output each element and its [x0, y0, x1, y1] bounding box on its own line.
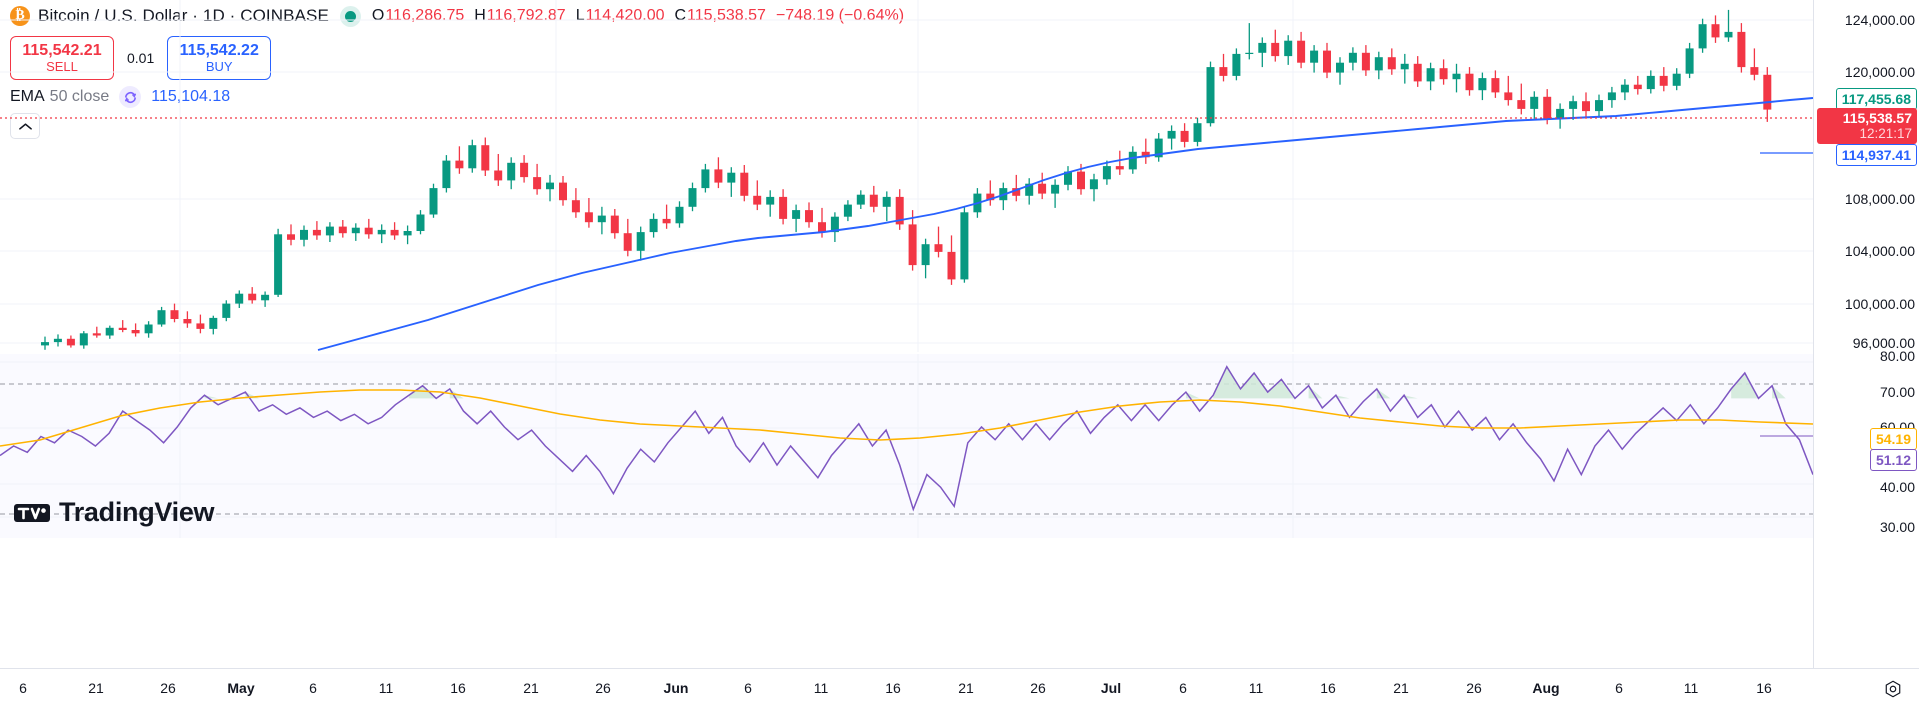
chevron-up-icon: [18, 122, 32, 130]
time-tick: 21: [958, 680, 974, 696]
tradingview-watermark: TradingView: [14, 497, 215, 528]
buy-label: BUY: [205, 58, 233, 74]
time-tick: May: [227, 680, 255, 696]
price-tick: 96,000.00: [1852, 335, 1915, 351]
bitcoin-icon: ₿: [10, 6, 30, 26]
time-tick: 6: [1615, 680, 1623, 696]
buy-price: 115,542.22: [179, 41, 259, 59]
time-tick: 21: [1393, 680, 1409, 696]
ema-name: EMA: [10, 88, 45, 105]
time-tick: 11: [1248, 680, 1264, 696]
market-open-dot: [344, 10, 356, 22]
buy-button[interactable]: 115,542.22 BUY: [167, 36, 272, 80]
time-tick: 26: [1466, 680, 1482, 696]
time-tick: 11: [813, 680, 829, 696]
refresh-icon[interactable]: [119, 86, 142, 108]
price-tick: 100,000.00: [1844, 296, 1915, 312]
ohlc-high-label: H: [474, 7, 486, 24]
time-tick: 21: [88, 680, 104, 696]
rsi-chart-pane[interactable]: [0, 354, 1813, 538]
time-tick: 16: [450, 680, 466, 696]
time-tick: 21: [523, 680, 539, 696]
tradingview-logo: [14, 503, 50, 522]
rsi-value-tag: 51.12: [1869, 449, 1917, 472]
ema-indicator-legend[interactable]: EMA 50 close 115,104.18: [10, 86, 230, 108]
sell-price: 115,542.21: [22, 41, 102, 59]
sell-label: SELL: [46, 58, 78, 74]
time-axis[interactable]: 6 21 26 May 6 11 16 21 26 Jun 6 11 16 21 26 Jul 6 11 16 21 2…: [0, 668, 1919, 707]
time-tick: 26: [160, 680, 176, 696]
time-tick: 26: [595, 680, 611, 696]
time-tick: 16: [1320, 680, 1336, 696]
chart-lower-blank-area: [0, 538, 1813, 668]
collapse-pane-button[interactable]: [10, 113, 40, 139]
time-tick: Jul: [1100, 680, 1122, 696]
ohlc-low-label: L: [575, 7, 585, 24]
time-tick: 6: [1179, 680, 1187, 696]
time-tick: 26: [1030, 680, 1046, 696]
ohlc-close-label: C: [674, 7, 687, 24]
ema-price-tag: 117,455.68: [1835, 88, 1917, 111]
order-quantity[interactable]: 0.01: [127, 50, 155, 66]
price-chart-pane[interactable]: [0, 0, 1813, 352]
last-price-tag[interactable]: 115,538.57 12:21:17: [1817, 108, 1917, 144]
ema-value: 115,104.18: [151, 88, 231, 105]
price-tick: 120,000.00: [1844, 64, 1915, 80]
time-tick: 6: [19, 680, 27, 696]
time-tick: 16: [885, 680, 901, 696]
ema-params: 50 close: [49, 88, 110, 105]
time-tick: 16: [1756, 680, 1772, 696]
time-tick: 11: [1683, 680, 1699, 696]
rsi-tick: 70.00: [1879, 384, 1915, 400]
rsi-ma-tag: 54.19: [1869, 428, 1917, 451]
time-tick: 6: [309, 680, 317, 696]
sell-button[interactable]: 115,542.21 SELL: [10, 36, 114, 80]
price-tick: 104,000.00: [1844, 243, 1915, 259]
bid-price-tag: 114,937.41: [1835, 144, 1917, 167]
price-tick: 124,000.00: [1844, 12, 1915, 28]
price-axis[interactable]: 124,000.00 120,000.00 108,000.00 104,000…: [1813, 0, 1919, 668]
rsi-tick: 30.00: [1879, 519, 1915, 535]
rsi-tick: 80.00: [1879, 348, 1915, 364]
trade-panel: 115,542.21 SELL 0.01 115,542.22 BUY: [10, 36, 272, 80]
settings-gear-icon[interactable]: [1883, 679, 1903, 699]
time-tick: Aug: [1532, 680, 1560, 696]
time-tick: Jun: [663, 680, 689, 696]
last-price-value: 115,538.57: [1842, 110, 1912, 126]
bar-countdown: 12:21:17: [1859, 126, 1912, 142]
price-tick: 108,000.00: [1844, 191, 1915, 207]
time-tick: 11: [378, 680, 394, 696]
rsi-tick: 40.00: [1879, 479, 1915, 495]
watermark-text: TradingView: [59, 497, 215, 527]
time-tick: 6: [744, 680, 752, 696]
